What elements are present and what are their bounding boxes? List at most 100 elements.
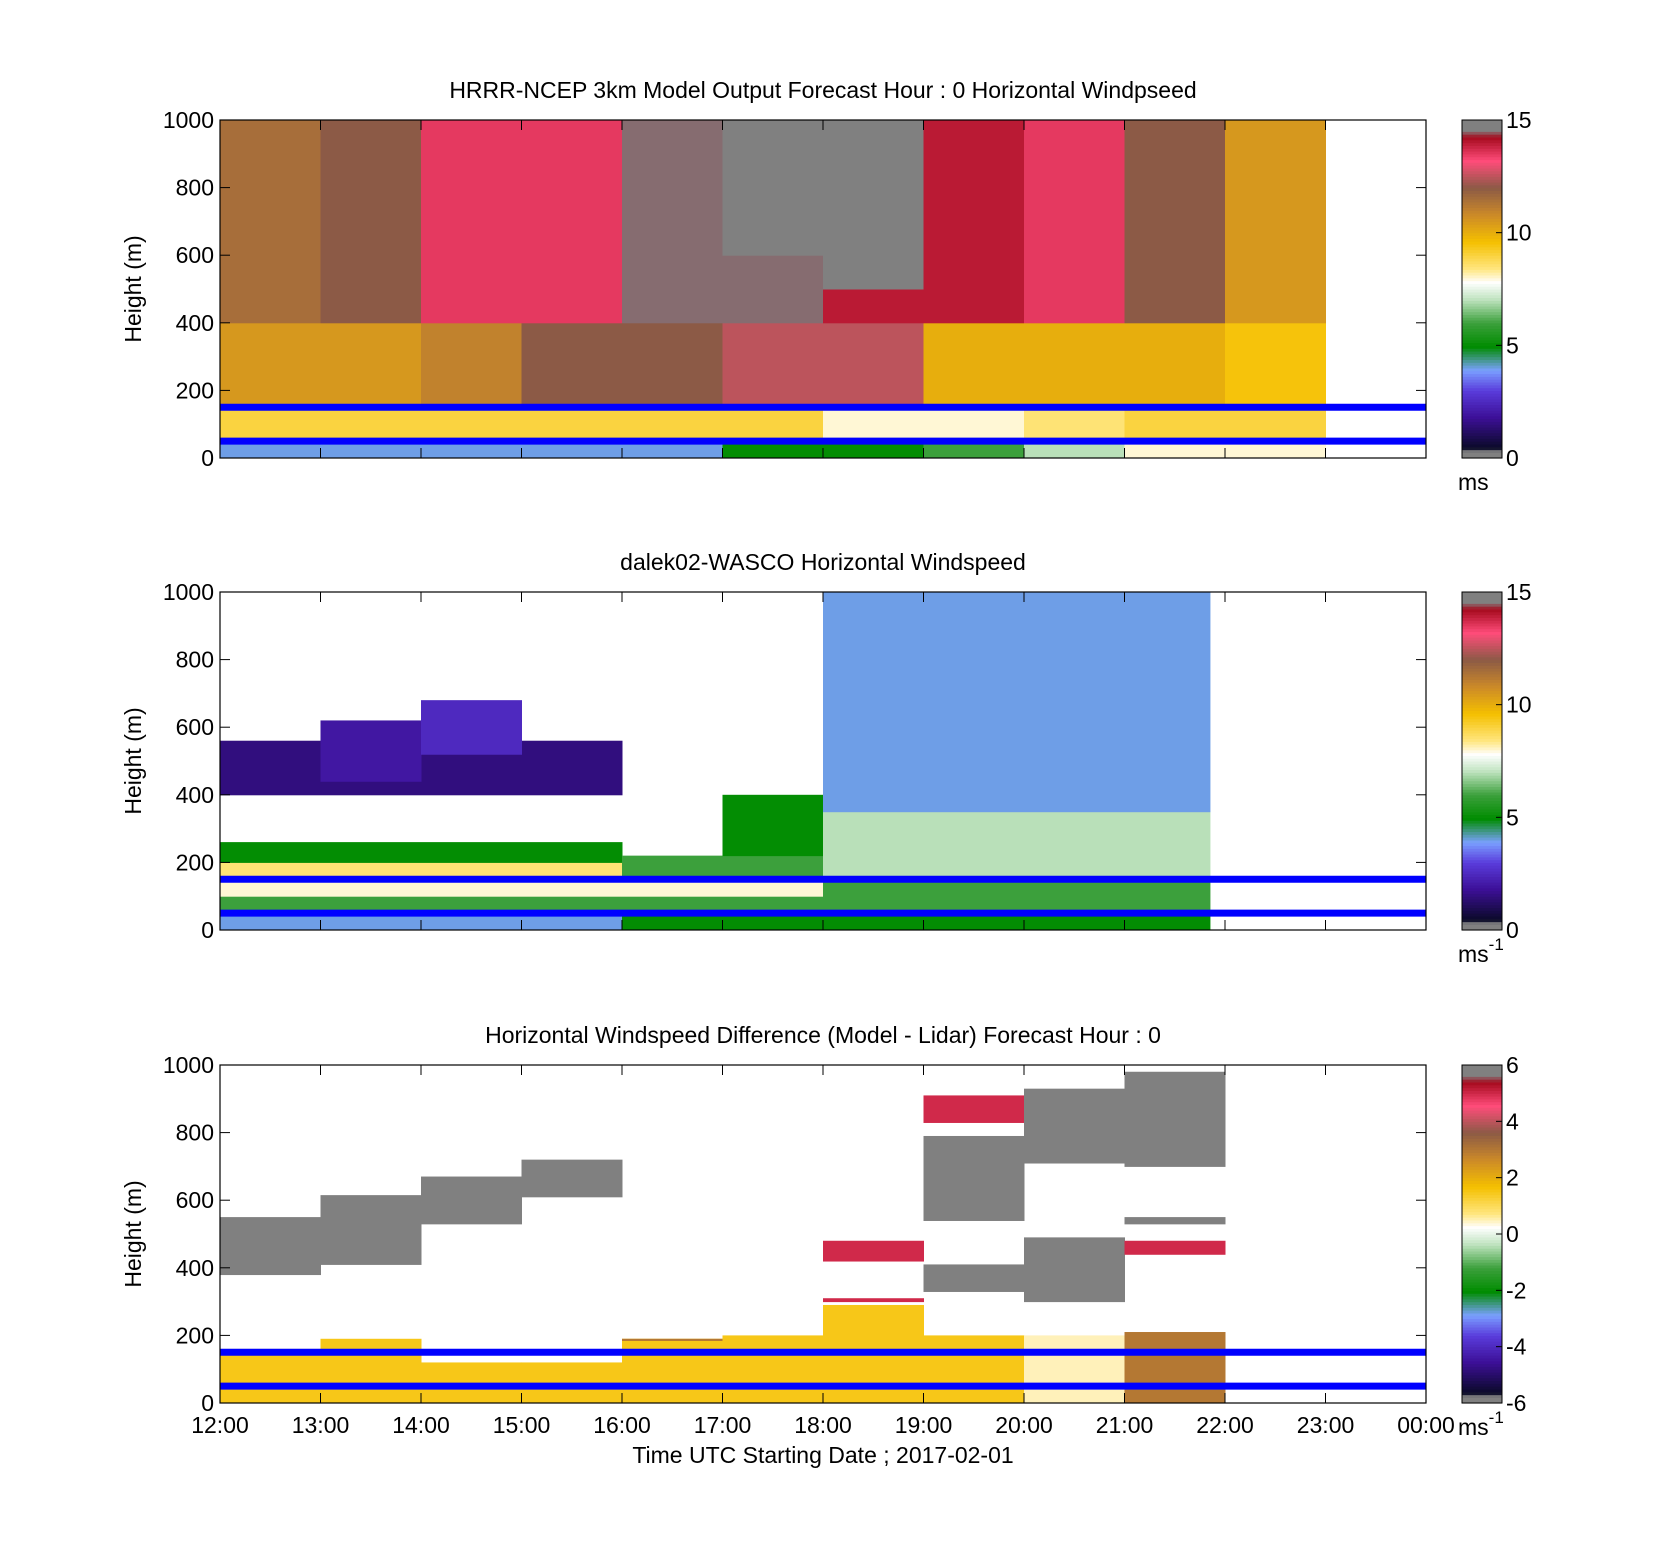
heatmap-cell [421, 1176, 522, 1225]
heatmap-cell [220, 322, 321, 408]
colorbar-swatch [1462, 797, 1502, 802]
y-tick-label: 1000 [163, 1052, 214, 1078]
colorbar-swatch [1462, 390, 1502, 394]
colorbar-swatch [1462, 427, 1502, 431]
colorbar-swatch [1462, 918, 1502, 923]
colorbar-swatch [1462, 853, 1502, 858]
colorbar-swatch [1462, 693, 1502, 697]
colorbar-swatch [1462, 1129, 1502, 1134]
heatmap-cell [1024, 120, 1125, 324]
colorbar-swatch [1462, 884, 1502, 889]
colorbar-swatch [1462, 820, 1502, 824]
colorbar-swatch [1462, 620, 1502, 624]
colorbar-swatch [1462, 328, 1502, 332]
heatmap-cell [1225, 407, 1326, 442]
colorbar-swatch [1462, 1172, 1502, 1176]
colorbar-swatch [1462, 927, 1502, 931]
x-tick-label: 18:00 [794, 1412, 852, 1438]
colorbar-swatch [1462, 1352, 1502, 1356]
colorbar-swatch [1462, 845, 1502, 849]
colorbar-swatch [1462, 1211, 1502, 1215]
heatmap-cell [722, 120, 824, 256]
colorbar-swatch [1462, 651, 1502, 655]
colorbar-swatch [1462, 659, 1502, 664]
colorbar-swatch [1462, 1242, 1502, 1246]
colorbar-swatch [1462, 1360, 1502, 1365]
colorbar-swatch [1462, 294, 1502, 299]
colorbar-swatch [1462, 597, 1502, 602]
colorbar-tick-label: 0 [1506, 1221, 1519, 1247]
colorbar-swatch [1462, 622, 1502, 627]
heatmap-cell [923, 1264, 1025, 1292]
heatmap-cell [923, 1135, 1025, 1221]
colorbar-swatch [1462, 882, 1502, 886]
colorbar-swatch [1462, 179, 1502, 183]
colorbar-swatch [1462, 1155, 1502, 1159]
colorbar-swatch [1462, 865, 1502, 869]
colorbar-swatch [1462, 145, 1502, 149]
y-tick-label: 0 [201, 917, 214, 943]
colorbar-swatch [1462, 761, 1502, 765]
colorbar-swatch [1462, 808, 1502, 813]
colorbar-swatch [1462, 786, 1502, 790]
colorbar-swatch [1462, 446, 1502, 451]
heatmap-cell [320, 1195, 422, 1265]
colorbar-swatch [1462, 1081, 1502, 1086]
y-axis-label: Height (m) [120, 235, 146, 342]
y-tick-label: 400 [176, 1255, 214, 1281]
colorbar-swatch [1462, 775, 1502, 779]
heatmap-cell [1024, 407, 1125, 442]
colorbar-swatch [1462, 600, 1502, 604]
heatmap-cell [923, 407, 1025, 442]
colorbar-swatch [1462, 707, 1502, 711]
colorbar-swatch [1462, 1372, 1502, 1376]
colorbar-swatch [1462, 1065, 1502, 1069]
colorbar-swatch [1462, 373, 1502, 377]
colorbar-swatch [1462, 258, 1502, 262]
colorbar-swatch [1462, 232, 1502, 237]
heatmap-cell [1024, 913, 1211, 931]
colorbar-swatch [1462, 732, 1502, 737]
heatmap-cell [320, 407, 422, 442]
colorbar-swatch [1462, 243, 1502, 248]
colorbar-swatch [1462, 1343, 1502, 1348]
colorbar-swatch [1462, 634, 1502, 638]
colorbar-swatch [1462, 353, 1502, 358]
heatmap-cell [421, 441, 522, 459]
colorbar-swatch [1462, 1276, 1502, 1280]
colorbar-swatch [1462, 1214, 1502, 1218]
colorbar-swatch [1462, 441, 1502, 445]
colorbar-tick-label: 15 [1506, 107, 1532, 133]
y-axis-label: Height (m) [120, 1180, 146, 1287]
colorbar-swatch [1462, 592, 1502, 596]
colorbar-swatch [1462, 879, 1502, 883]
colorbar-swatch [1462, 319, 1502, 324]
colorbar-swatch [1462, 794, 1502, 799]
colorbar-swatch [1462, 710, 1502, 714]
colorbar-swatch [1462, 396, 1502, 400]
colorbar-swatch [1462, 724, 1502, 728]
colorbar-swatch [1462, 1225, 1502, 1229]
heatmap-cell [1225, 322, 1326, 408]
y-tick-label: 800 [176, 1120, 214, 1146]
y-tick-label: 1000 [163, 579, 214, 605]
colorbar-swatch [1462, 735, 1502, 740]
x-tick-label: 19:00 [895, 1412, 953, 1438]
colorbar-swatch [1462, 401, 1502, 406]
colorbar-swatch [1462, 128, 1502, 132]
colorbar-swatch [1462, 1205, 1502, 1210]
colorbar-swatch [1462, 181, 1502, 186]
colorbar-swatch [1462, 648, 1502, 652]
colorbar-swatch [1462, 305, 1502, 310]
colorbar-swatch [1462, 1377, 1502, 1382]
colorbar-swatch [1462, 645, 1502, 649]
colorbar-swatch [1462, 1180, 1502, 1184]
colorbar-swatch [1462, 266, 1502, 270]
colorbar-swatch [1462, 1341, 1502, 1345]
colorbar-swatch [1462, 1304, 1502, 1308]
colorbar-swatch [1462, 772, 1502, 776]
colorbar-swatch [1462, 449, 1502, 453]
colorbar-swatch [1462, 429, 1502, 434]
colorbar-swatch [1462, 811, 1502, 816]
heatmap-cell [823, 120, 924, 290]
